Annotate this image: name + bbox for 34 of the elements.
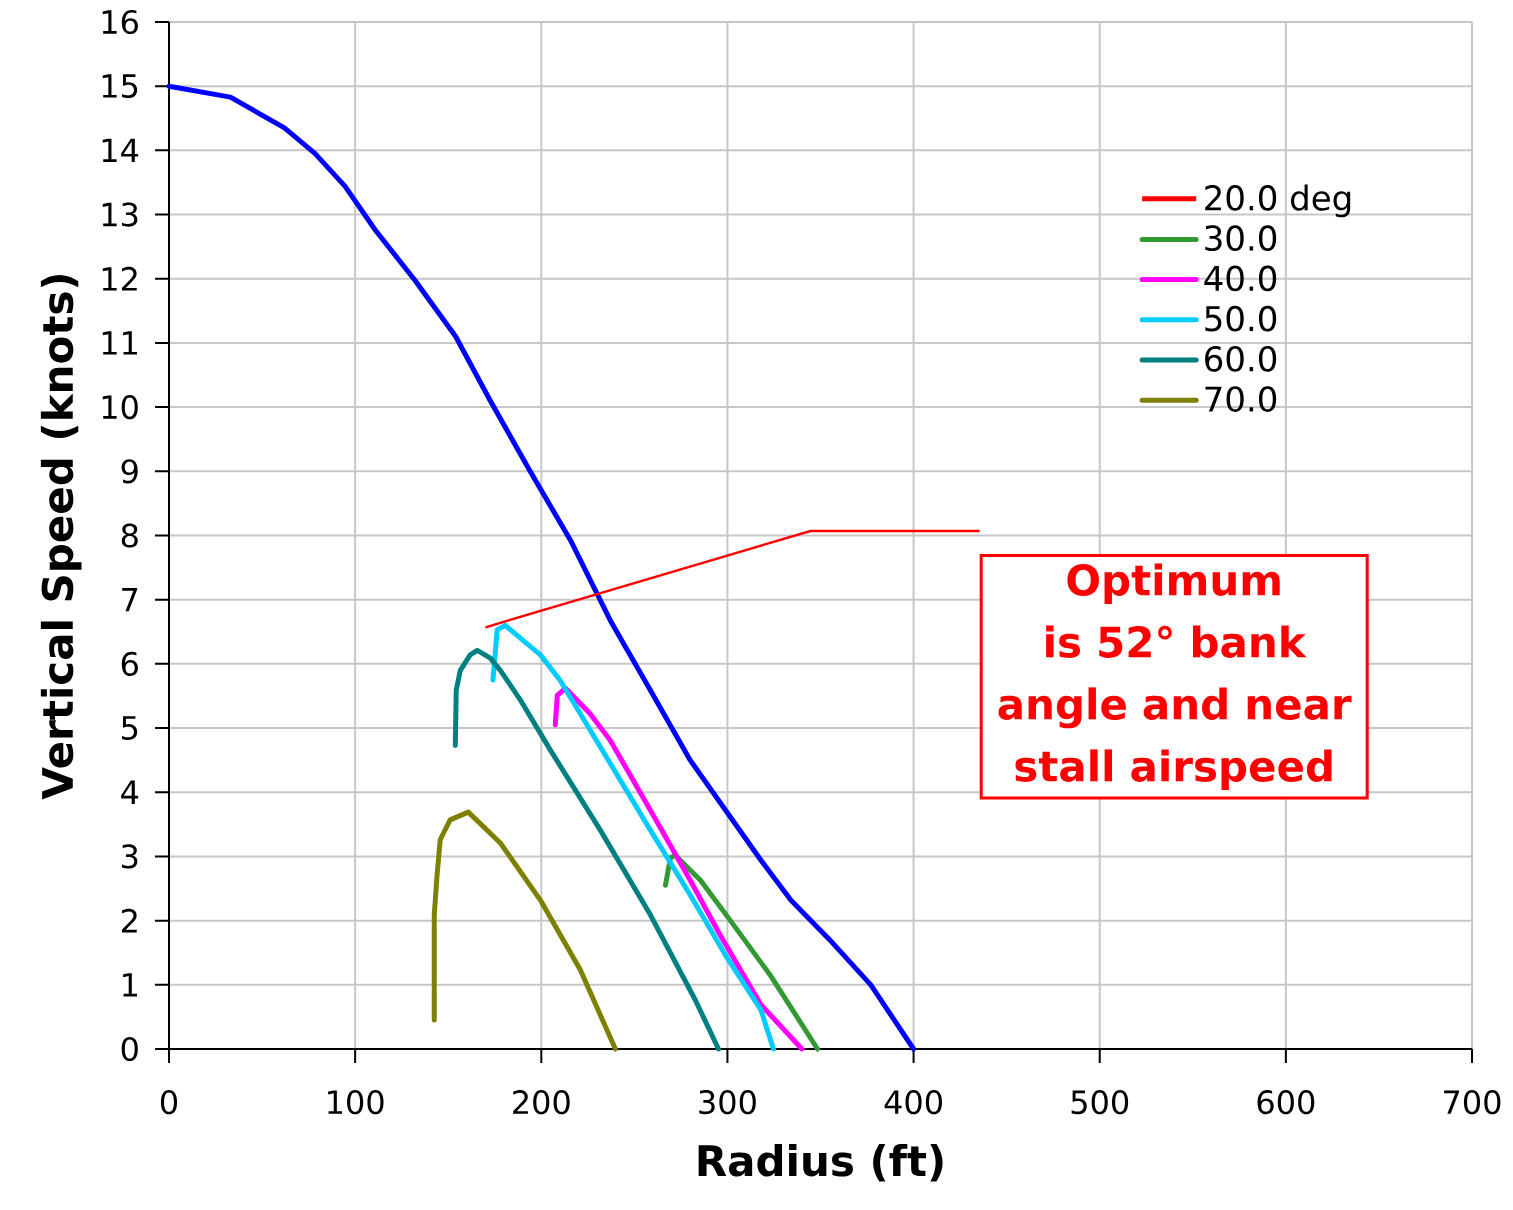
y-tick-label: 1	[123, 973, 137, 997]
legend-label: 70.0	[1205, 386, 1277, 412]
legend-label: 30.0	[1205, 225, 1277, 251]
x-tick-label: 700	[1444, 1090, 1501, 1115]
y-tick-label: 6	[121, 651, 138, 676]
y-tick-label: 8	[121, 523, 138, 548]
x-tick-label: 500	[1071, 1090, 1129, 1115]
x-tick-label: 600	[1257, 1090, 1315, 1115]
legend-label: 60.0	[1205, 345, 1277, 372]
annotation: Optimum is 52° bank angle and near stall airspeed	[998, 563, 1352, 791]
y-tick-label: 12	[102, 266, 137, 291]
y-tick-label: 0	[121, 1036, 138, 1062]
y-tick-label: 10	[102, 395, 138, 420]
x-axis-title: Radius (ft)	[698, 1144, 943, 1182]
x-tick-label: 300	[699, 1090, 756, 1115]
y-tick-label: 4	[121, 780, 139, 804]
x-tick-label: 0	[160, 1090, 178, 1115]
x-tick-label: 400	[884, 1090, 942, 1115]
y-tick-label: 13	[102, 202, 138, 227]
y-tick-label: 2	[121, 908, 137, 933]
y-tick-label: 14	[102, 138, 139, 163]
legend-label: 20.0 deg	[1205, 184, 1351, 218]
y-tick-label: 15	[102, 74, 138, 99]
y-tick-label: 9	[121, 459, 138, 484]
legend-label: 50.0	[1205, 305, 1277, 332]
x-tick-label: 200	[513, 1090, 570, 1115]
y-tick-label: 7	[122, 588, 138, 612]
y-tick-label: 11	[102, 331, 137, 355]
y-axis-title: Vertical Speed (knots)	[40, 275, 82, 800]
y-tick-label: 5	[122, 716, 138, 740]
y-tick-label: 16	[102, 9, 138, 35]
legend-label: 40.0	[1204, 265, 1277, 292]
x-tick-label: 100	[328, 1090, 384, 1115]
y-tick-label: 3	[122, 844, 138, 869]
